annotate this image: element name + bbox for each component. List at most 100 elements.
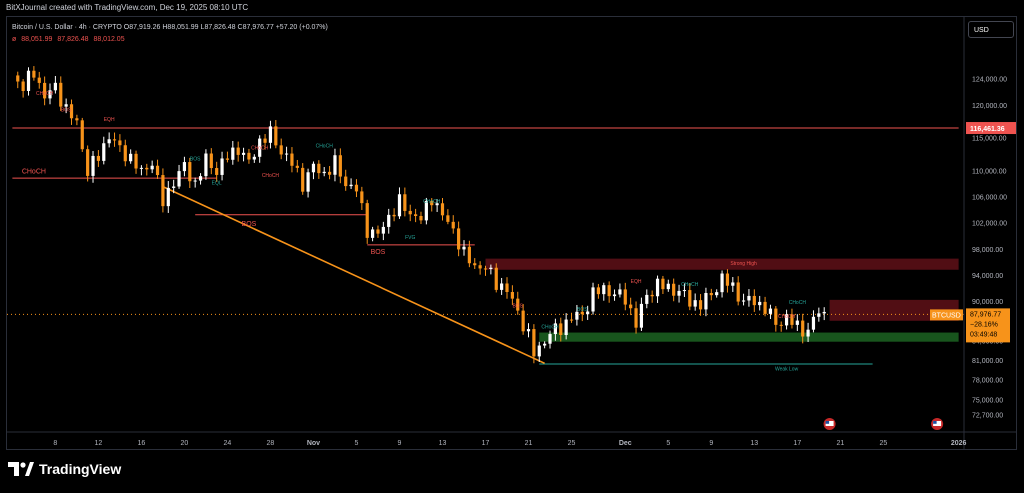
candle-body (817, 313, 821, 317)
candle-body (666, 283, 670, 290)
candle (139, 165, 144, 176)
candle (430, 198, 434, 212)
candle (801, 313, 805, 344)
axis-layer: 124,000.00 120,000.00 115,000.00 110,000.00… (6, 16, 1017, 450)
candle-body (435, 203, 439, 206)
x-tick-label: 2026 (951, 440, 967, 447)
candle-body (215, 168, 219, 175)
x-tick-label: 9 (398, 440, 402, 447)
candle-body (489, 267, 493, 270)
candle-body (80, 120, 84, 150)
candle (741, 293, 746, 306)
y-tick-label: 81,000.00 (972, 358, 1003, 365)
candle (311, 161, 316, 180)
candle-body (252, 156, 256, 160)
candle-body (698, 300, 703, 310)
candle-body (43, 82, 47, 99)
zone-1 (829, 299, 959, 321)
event-flag-stripe (825, 421, 834, 426)
candle (655, 275, 660, 303)
candle (247, 148, 251, 164)
candle (698, 294, 703, 316)
candle (306, 168, 310, 198)
candle-body (349, 184, 353, 187)
candle (349, 178, 353, 189)
candle-body (790, 314, 794, 325)
candle (623, 282, 627, 311)
candle (376, 225, 380, 238)
candle-body (752, 295, 756, 306)
candle-body (408, 210, 412, 215)
y-tick-label: 75,000.00 (972, 397, 1003, 404)
candle-body (741, 300, 746, 302)
levels-layer (7, 127, 964, 365)
tradingview-logo-icon (8, 462, 34, 476)
candle (473, 258, 477, 269)
candle (494, 263, 498, 293)
candle-body (795, 320, 799, 325)
candle (731, 277, 735, 292)
annotation-label: BOS (512, 304, 523, 310)
event-flag-icon[interactable] (823, 418, 836, 430)
candle-body (91, 155, 95, 176)
candle (618, 283, 622, 298)
candle-body (704, 292, 708, 310)
annotation-label: BOS (61, 107, 72, 113)
y-tick-label: 102,000.00 (972, 221, 1007, 228)
candle (591, 282, 595, 315)
y-tick-label: 94,000.00 (972, 273, 1003, 280)
candle (661, 275, 665, 294)
candle (575, 304, 579, 326)
indicator-value-3: 88,012.05 (93, 36, 125, 43)
x-tick-label: 17 (793, 440, 801, 447)
candle-body (225, 158, 230, 160)
x-tick-label: 9 (709, 440, 713, 447)
y-tick-label: 120,000.00 (972, 103, 1007, 110)
x-tick-label: 20 (181, 440, 189, 447)
candle-body (295, 165, 299, 168)
candle-body (75, 118, 79, 121)
candle-body (591, 287, 595, 312)
event-flag-icon[interactable] (931, 418, 944, 430)
candle (489, 264, 493, 275)
chart-frame[interactable] (6, 16, 1017, 450)
candle-body (682, 290, 687, 292)
candle-body (150, 165, 154, 170)
candle (822, 307, 826, 321)
candle (645, 289, 649, 309)
candle (440, 197, 445, 221)
candle-body (553, 323, 557, 335)
x-tick-label: 12 (95, 440, 103, 447)
candle (736, 276, 740, 306)
candle (521, 304, 525, 335)
tradingview-logo[interactable]: TradingView (8, 461, 121, 477)
candle (145, 163, 149, 176)
candle-body (806, 329, 810, 337)
candle-body (48, 90, 52, 99)
candle-body (494, 267, 498, 290)
candle (161, 168, 165, 213)
candle (715, 289, 719, 298)
x-tick-label: 21 (525, 440, 533, 447)
candle (677, 284, 681, 303)
candle (96, 150, 100, 167)
candle-body (457, 228, 461, 250)
candle (295, 159, 299, 173)
x-tick-label: 21 (836, 440, 844, 447)
legend-low: 87,826.48 (204, 24, 236, 31)
candle-body (634, 308, 638, 328)
annotation-label: CHoCH (22, 169, 46, 176)
candle (241, 147, 246, 162)
candle (112, 132, 117, 147)
candle (322, 167, 326, 177)
candle (758, 295, 762, 311)
candle (596, 283, 601, 299)
candle (86, 145, 90, 182)
candle-body (263, 138, 267, 143)
currency-button[interactable]: USD (968, 21, 1014, 38)
candle-body (37, 77, 41, 83)
candle-body (731, 282, 735, 286)
legend-open-label: O (123, 24, 130, 31)
candle-body (768, 308, 773, 314)
